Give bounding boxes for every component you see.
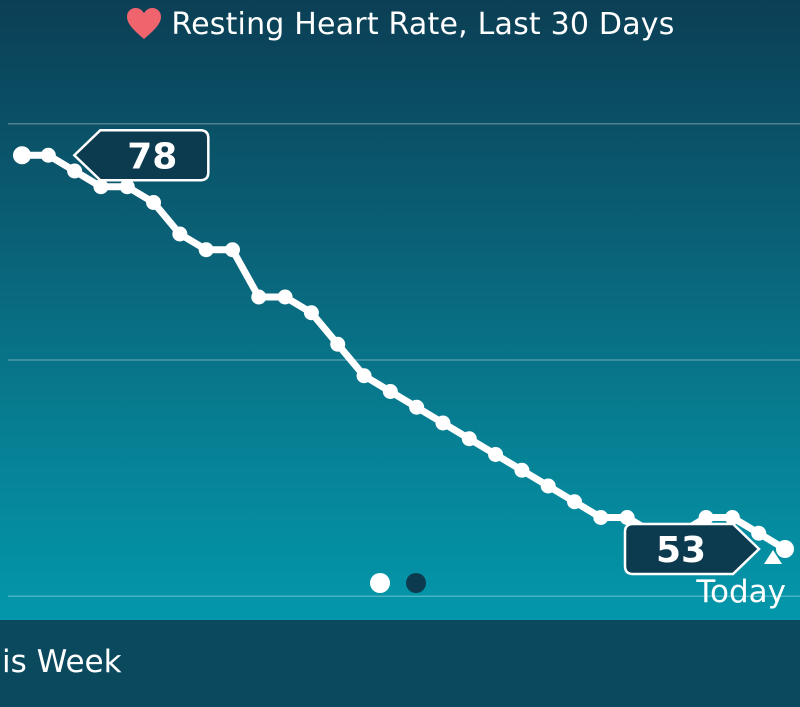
data-point[interactable] [593,510,609,525]
data-point[interactable] [567,494,583,510]
series-line [18,151,789,553]
data-point[interactable] [13,146,31,165]
page-dot-1[interactable] [370,573,390,593]
data-point[interactable] [277,289,293,305]
callout-value: 78 [127,136,177,177]
chart-header: Resting Heart Rate, Last 30 Days [0,0,800,48]
page-dot-2[interactable] [406,573,426,593]
chart-panel[interactable]: 78 53 Resting Heart Rate, Last 30 Days To… [0,0,800,620]
page-indicator[interactable] [370,573,426,593]
data-point[interactable] [514,462,530,478]
data-point[interactable] [330,336,346,352]
caret-up-icon [764,550,782,564]
callout-box [72,129,210,182]
data-point[interactable] [724,510,740,525]
callouts-layer: 78 53 [72,129,761,576]
data-point[interactable] [540,478,556,494]
data-point[interactable] [146,195,162,210]
points-layer [13,146,794,558]
callout-box [623,522,761,576]
data-point[interactable] [356,368,372,384]
value-callout-2: 53 [623,522,761,576]
data-point[interactable] [751,525,767,541]
data-point[interactable] [251,289,267,305]
value-callout-1: 78 [72,129,210,182]
today-marker: Today [696,550,786,612]
data-point[interactable] [67,163,83,179]
data-point[interactable] [172,226,188,242]
heart-rate-line-chart: 78 53 [8,123,800,597]
data-point[interactable] [382,384,398,399]
data-point[interactable] [93,179,109,195]
data-point[interactable] [698,510,714,525]
data-point[interactable] [224,242,240,258]
gridlines [8,123,800,597]
heart-icon [125,5,163,43]
data-point[interactable] [619,510,635,525]
data-point[interactable] [119,179,135,195]
data-point[interactable] [435,415,451,431]
data-point[interactable] [198,242,214,258]
today-label: Today [696,574,786,610]
data-point[interactable] [303,305,319,321]
section-title: is Week [2,644,122,680]
data-point[interactable] [409,399,425,415]
data-point[interactable] [40,147,56,163]
this-week-section[interactable]: is Week [0,620,800,707]
callout-value: 53 [656,530,706,571]
data-point[interactable] [488,447,504,462]
chart-title: Resting Heart Rate, Last 30 Days [171,6,675,42]
series-layer [18,151,789,553]
data-point[interactable] [461,431,477,447]
